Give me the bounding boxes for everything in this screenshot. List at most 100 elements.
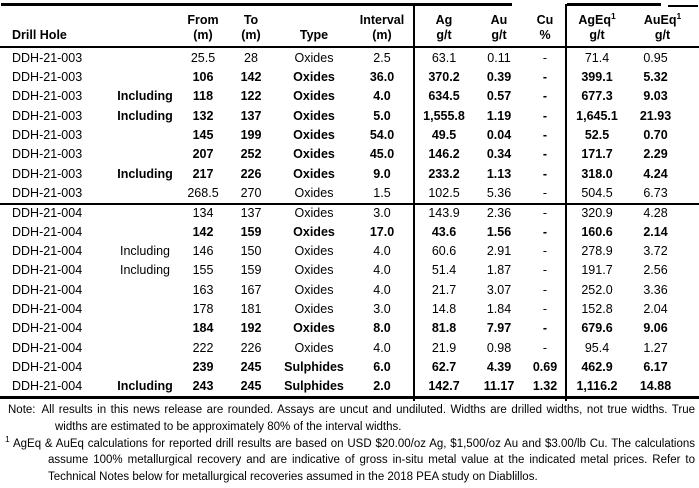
cell-type: Oxides [294, 301, 334, 316]
cell-from: 217 [192, 166, 214, 181]
cell-aueq-gpt: 3.72 [643, 243, 668, 258]
cell-type: Oxides [293, 321, 335, 336]
cell-type: Oxides [294, 243, 334, 258]
cell-au-gpt: 0.11 [487, 50, 511, 65]
cell-type: Oxides [294, 263, 334, 278]
cell-au-gpt: 0.39 [486, 69, 512, 84]
cell-ageq-gpt: 95.4 [584, 340, 610, 355]
header-from: From (m) [182, 6, 224, 46]
header-label: Type [299, 28, 329, 42]
cell-drill-hole: DDH-21-003 [12, 185, 83, 200]
cell-type: Oxides [293, 108, 335, 123]
cell-au-gpt: 1.56 [486, 224, 512, 239]
footnote-text: AgEq & AuEq calculations for reported dr… [12, 437, 696, 484]
cell-interval: 5.0 [373, 108, 391, 123]
cell-qualifier: Including [117, 108, 173, 123]
cell-ageq-gpt: 171.7 [581, 147, 613, 162]
cell-interval: 36.0 [369, 69, 395, 84]
cell-ag-gpt: 43.6 [431, 224, 457, 239]
note-paragraph: Note: All results in this news release ar… [0, 402, 695, 436]
cell-qualifier: Including [119, 243, 171, 258]
cell-ageq-gpt: 71.4 [584, 50, 610, 65]
cell-au-gpt: 0.04 [486, 127, 512, 142]
cell-ageq-gpt: 1,116.2 [576, 379, 618, 394]
cell-aueq-gpt: 3.36 [643, 282, 668, 297]
cell-cu-pct: - [542, 282, 548, 297]
table-row: DDH-21-003 268.5 270 Oxides 1.5 102.5 5.… [0, 183, 699, 202]
footnote-paragraph: 1 AgEq & AuEq calculations for reported … [0, 434, 696, 486]
note-label: Note: [8, 403, 36, 416]
cell-aueq-gpt: 4.24 [643, 166, 668, 181]
cell-interval: 17.0 [369, 224, 395, 239]
header-aueq: AuEq1 g/t [628, 6, 697, 46]
table-row: DDH-21-004 239 245 Sulphides 6.0 62.7 4.… [0, 357, 699, 376]
header-interval: Interval (m) [350, 6, 414, 46]
table-row: DDH-21-004 Including 155 159 Oxides 4.0 … [0, 261, 699, 280]
cell-to: 167 [240, 282, 262, 297]
cell-ag-gpt: 62.7 [431, 359, 457, 374]
cell-interval: 4.0 [373, 89, 391, 104]
table-row: DDH-21-004 Including 243 245 Sulphides 2… [0, 377, 699, 396]
cell-aueq-gpt: 9.03 [643, 89, 668, 104]
header-unit: (m) [193, 28, 213, 42]
cell-interval: 45.0 [369, 147, 395, 162]
table-row: DDH-21-004 142 159 Oxides 17.0 43.6 1.56… [0, 222, 699, 241]
cell-type: Oxides [294, 185, 334, 200]
cell-from: 146 [192, 243, 214, 258]
cell-to: 28 [244, 50, 258, 65]
cell-to: 270 [240, 185, 262, 200]
cell-from: 268.5 [187, 185, 219, 200]
cell-interval: 2.0 [373, 379, 391, 394]
cell-type: Oxides [293, 147, 335, 162]
cell-drill-hole: DDH-21-003 [12, 50, 83, 65]
cell-cu-pct: - [542, 321, 548, 336]
cell-cu-pct: - [542, 340, 548, 355]
cell-cu-pct: 1.32 [532, 379, 558, 394]
header-ag: Ag g/t [414, 6, 474, 46]
cell-to: 122 [240, 89, 262, 104]
cell-aueq-gpt: 21.93 [639, 108, 672, 123]
cell-from: 163 [192, 282, 214, 297]
cell-ag-gpt: 63.1 [431, 50, 457, 65]
table-top-border-segment [668, 5, 698, 7]
cell-cu-pct: - [542, 166, 548, 181]
cell-ag-gpt: 146.2 [428, 147, 460, 162]
cell-type: Oxides [293, 89, 335, 104]
cell-aueq-gpt: 4.28 [643, 206, 668, 221]
cell-au-gpt: 1.87 [486, 263, 512, 278]
cell-aueq-gpt: 1.27 [643, 340, 668, 355]
cell-aueq-gpt: 2.29 [643, 147, 668, 162]
cell-interval: 3.0 [373, 301, 391, 316]
cell-au-gpt: 7.97 [486, 321, 512, 336]
cell-type: Oxides [294, 282, 334, 297]
cell-interval: 4.0 [373, 263, 391, 278]
cell-interval: 2.5 [373, 50, 391, 65]
cell-qualifier: Including [117, 379, 173, 394]
cell-ageq-gpt: 1,645.1 [576, 108, 618, 123]
cell-to: 192 [240, 321, 262, 336]
cell-au-gpt: 0.98 [486, 340, 512, 355]
table-row: DDH-21-003 Including 217 226 Oxides 9.0 … [0, 164, 699, 183]
cell-cu-pct: - [542, 301, 548, 316]
cell-cu-pct: - [542, 127, 548, 142]
header-label: Interval [359, 13, 405, 27]
header-au: Au g/t [474, 6, 524, 46]
header-unit: g/t [436, 28, 452, 42]
cell-cu-pct: - [542, 185, 548, 200]
header-label: Ag [435, 13, 453, 27]
cell-aueq-gpt: 0.70 [643, 127, 668, 142]
header-ageq: AgEq1 g/t [566, 6, 628, 46]
cell-to: 252 [240, 147, 262, 162]
cell-ageq-gpt: 318.0 [581, 166, 613, 181]
table-top-border-segment [567, 3, 661, 6]
cell-to: 245 [240, 359, 262, 374]
cell-interval: 9.0 [373, 166, 391, 181]
cell-from: 142 [192, 224, 214, 239]
cell-au-gpt: 2.91 [486, 243, 512, 258]
cell-type: Oxides [293, 166, 335, 181]
header-label: To [243, 13, 259, 27]
cell-drill-hole: DDH-21-004 [12, 206, 83, 221]
cell-cu-pct: - [542, 206, 548, 221]
cell-from: 118 [192, 89, 214, 104]
cell-aueq-gpt: 2.14 [643, 224, 668, 239]
